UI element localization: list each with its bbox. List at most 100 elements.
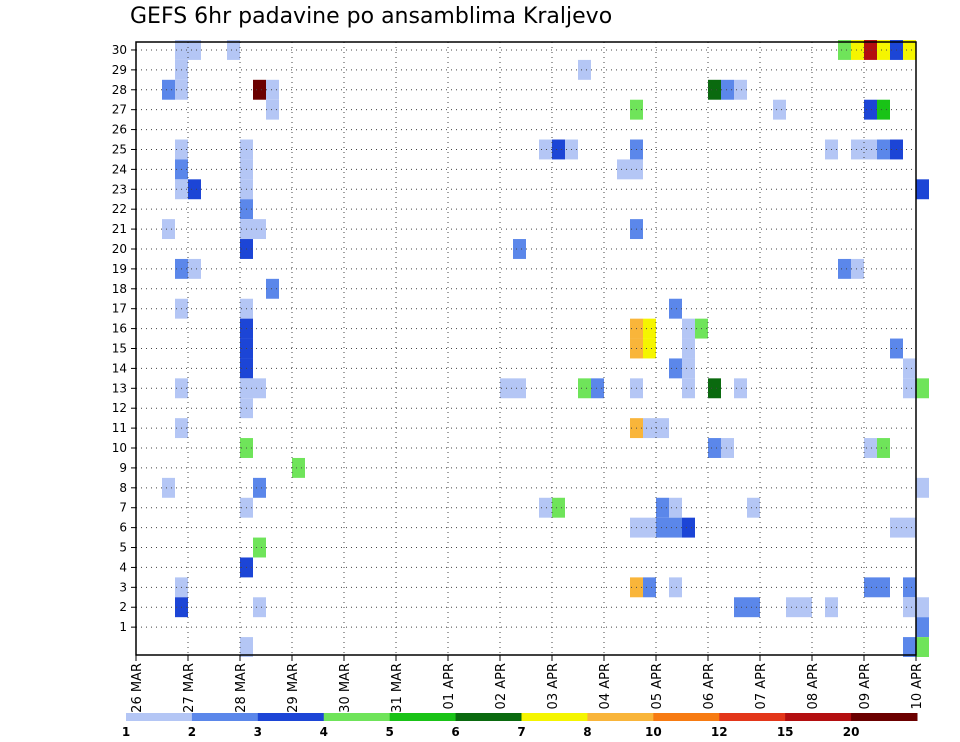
y-tick-label: 3 [119,580,127,594]
x-tick-label: 02 APR [494,663,509,709]
heatmap-cell [162,477,175,498]
legend-swatch [126,713,193,721]
y-tick-label: 11 [112,421,127,435]
legend-swatch [521,713,588,721]
y-tick-label: 28 [112,83,127,97]
heatmap-cell [513,378,526,399]
heatmap-cell [708,378,721,399]
heatmap-cell [877,438,890,458]
y-tick-label: 7 [119,501,127,515]
heatmap-cell [916,477,929,498]
x-tick-label: 26 MAR [130,663,145,713]
legend-label: 3 [254,725,262,739]
heatmap-cell [747,597,760,618]
y-tick-label: 15 [112,342,127,356]
legend-swatch [257,713,325,721]
legend-swatch [719,713,786,721]
y-tick-label: 27 [112,103,127,117]
x-tick-label: 10 APR [910,663,925,709]
heatmap-cell [916,597,929,618]
y-tick-label: 30 [112,43,127,57]
heatmap-cell [227,40,240,60]
heatmap-cell [877,577,890,598]
heatmap-cell [903,577,916,598]
legend-label: 20 [843,725,860,739]
heatmap-cell [656,418,669,439]
y-tick-label: 23 [112,182,127,196]
heatmap-cell [838,40,851,60]
heatmap-cell [773,99,786,120]
heatmap-cell [864,577,877,598]
y-tick-label: 16 [112,322,127,336]
heatmap-cell [669,358,682,379]
y-tick-label: 5 [119,541,127,555]
heatmap-cell [851,139,864,160]
heatmap-cell [643,418,656,439]
y-tick-label: 17 [112,302,127,316]
y-tick-label: 9 [119,461,127,475]
legend-label: 15 [777,725,794,739]
heatmap-cell [851,40,864,60]
heatmap-cell [682,358,695,379]
y-tick-label: 10 [112,441,127,455]
heatmap-cell [643,577,656,598]
legend-swatch [323,713,391,721]
heatmap-cell [903,358,916,379]
x-tick-label: 04 APR [598,663,613,709]
heatmap-cell [617,159,630,180]
heatmap-cell [591,378,604,399]
heatmap-cell [838,258,851,279]
heatmap-cell [916,179,929,200]
y-tick-label: 21 [112,222,127,236]
heatmap-cell [188,40,201,60]
heatmap-cell [253,79,266,100]
y-tick-label: 1 [119,620,127,634]
heatmap-cell [864,438,877,458]
heatmap-cell [708,438,721,458]
heatmap-cell [864,40,877,60]
chart-title: GEFS 6hr padavine po ansamblima Kraljevo [130,4,613,29]
heatmap-cell [188,179,201,200]
x-tick-label: 03 APR [546,663,561,709]
heatmap-cell [708,79,721,100]
y-tick-label: 12 [112,401,127,415]
heatmap-cell [682,517,695,538]
legend-label: 8 [583,725,591,739]
x-tick-label: 07 APR [754,663,769,709]
y-tick-label: 18 [112,282,127,296]
y-tick-label: 20 [112,242,127,256]
heatmap-cell [162,219,175,240]
y-tick-label: 8 [119,481,127,495]
heatmap-cell [643,517,656,538]
x-tick-label: 01 APR [442,663,457,709]
heatmap-cell [682,318,695,339]
heatmap-cell [266,278,279,299]
heatmap-cell [734,597,747,618]
x-tick-label: 05 APR [650,663,665,709]
y-tick-label: 6 [119,521,127,535]
legend-layer: 1 2 3 4 5 6 7 8 10 12 15 20 [122,713,918,739]
heatmap-cell [253,378,266,399]
heatmap-cell [682,378,695,399]
heatmap-cell [656,517,669,538]
legend-swatch [785,713,852,721]
legend-label: 7 [517,725,525,739]
y-tick-label: 13 [112,381,127,395]
legend-swatch [389,713,457,721]
x-tick-label: 31 MAR [390,663,405,713]
heatmap-cell [669,497,682,518]
legend-label: 1 [122,725,130,739]
legend-swatch [455,713,522,721]
x-tick-label: 28 MAR [234,663,249,713]
legend-swatch [653,713,720,721]
axis-layer: 1234567891011121314151617181920212223242… [112,41,925,713]
y-tick-label: 22 [112,202,127,216]
legend-label: 4 [320,725,328,739]
x-tick-label: 09 APR [858,663,873,709]
heatmap-cell [539,497,552,518]
legend-label: 5 [385,725,393,739]
grid-layer [136,42,916,655]
heatmap-cell [721,79,734,100]
x-tick-label: 27 MAR [182,663,197,713]
